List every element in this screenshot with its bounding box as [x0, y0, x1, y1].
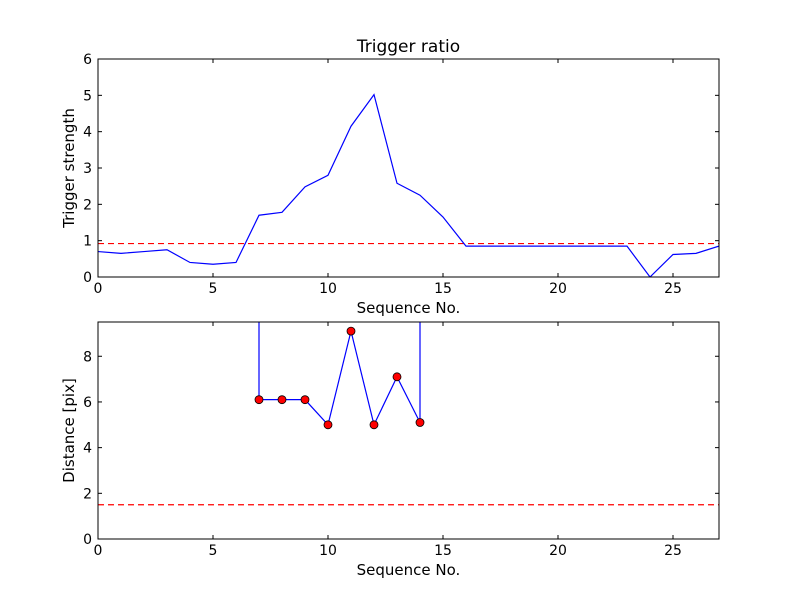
- x-tick-label: 15: [434, 543, 452, 559]
- y-tick-label: 4: [83, 125, 92, 141]
- plot-area: [98, 93, 719, 277]
- series-line: [98, 93, 719, 277]
- y-tick-label: 0: [83, 532, 92, 548]
- data-point: [369, 420, 379, 430]
- data-point: [300, 395, 310, 405]
- x-tick-label: 0: [94, 543, 103, 559]
- y-tick-label: 8: [83, 349, 92, 365]
- y-tick-label: 6: [83, 52, 92, 68]
- data-point: [277, 395, 287, 405]
- y-tick-label: 3: [83, 161, 92, 177]
- series-line: [258, 322, 421, 427]
- y-tick-label: 6: [83, 395, 92, 411]
- x-tick-label: 5: [209, 543, 218, 559]
- data-point: [254, 395, 264, 405]
- x-tick-label: 20: [549, 281, 567, 297]
- data-point: [323, 420, 333, 430]
- y-tick-label: 0: [83, 270, 92, 286]
- y-tick-label: 2: [83, 486, 92, 502]
- x-tick-label: 10: [319, 543, 337, 559]
- x-tick-label: 25: [664, 543, 682, 559]
- x-tick-label: 10: [319, 281, 337, 297]
- x-axis-label: Sequence No.: [357, 299, 461, 317]
- x-tick-label: 25: [664, 281, 682, 297]
- x-tick-label: 15: [434, 281, 452, 297]
- y-tick-label: 4: [83, 441, 92, 457]
- chart-trigger-ratio: 0 5 10 15 20 25 0 1 2 3 4 5 6 Trigger ratio Sequence N…: [60, 37, 720, 317]
- axes-frame: [97, 321, 720, 540]
- y-tick-label: 5: [83, 88, 92, 104]
- x-tick-label: 5: [209, 281, 218, 297]
- y-axis-label: Trigger strength: [60, 108, 78, 229]
- data-point: [392, 372, 402, 382]
- data-point: [415, 418, 425, 427]
- y-tick-label: 2: [83, 197, 92, 213]
- chart-distance: 0 5 10 15 20 25 0 2 4 6 8 Sequence No. Distance [pix…: [60, 321, 720, 579]
- x-axis-label: Sequence No.: [357, 561, 461, 579]
- y-axis-label: Distance [pix]: [60, 378, 78, 483]
- y-tick-label: 1: [83, 234, 92, 250]
- plot-area: [98, 322, 719, 506]
- x-tick-label: 0: [94, 281, 103, 297]
- chart-title: Trigger ratio: [356, 37, 460, 57]
- x-tick-label: 20: [549, 543, 567, 559]
- data-point: [346, 326, 356, 336]
